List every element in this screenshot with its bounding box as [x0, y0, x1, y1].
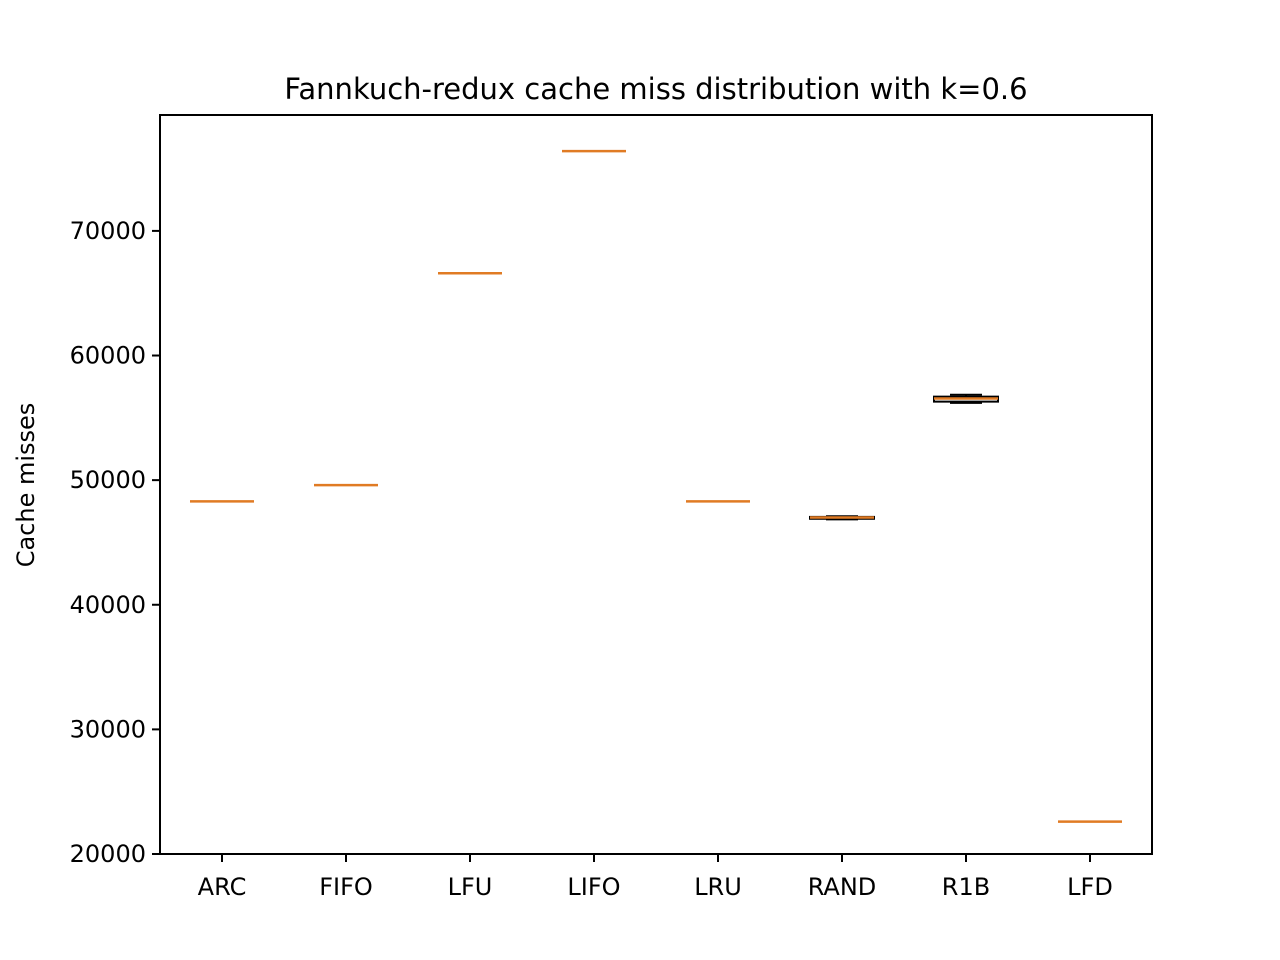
y-axis-label: Cache misses	[12, 403, 40, 568]
x-tick-label: LFU	[448, 873, 493, 901]
x-tick-label: LIFO	[567, 873, 620, 901]
y-tick-label: 70000	[70, 217, 146, 245]
x-tick-label: RAND	[808, 873, 877, 901]
boxes-layer	[190, 149, 1122, 823]
y-tick-label: 30000	[70, 715, 146, 743]
y-tick-label: 40000	[70, 591, 146, 619]
x-tick-label: LRU	[694, 873, 742, 901]
y-axis-ticks: 20000 30000 40000 50000 60000 70000	[70, 217, 160, 868]
chart-title: Fannkuch-redux cache miss distribution w…	[284, 72, 1027, 106]
x-tick-label: LFD	[1067, 873, 1113, 901]
x-tick-label: ARC	[198, 873, 247, 901]
x-tick-label: R1B	[942, 873, 990, 901]
y-tick-label: 60000	[70, 342, 146, 370]
y-tick-label: 20000	[70, 840, 146, 868]
x-axis-ticks: ARC FIFO LFU LIFO LRU RAND R1B LFD	[198, 854, 1113, 901]
box-r1b	[933, 393, 999, 404]
box-rand	[809, 515, 875, 521]
plot-frame	[159, 114, 1153, 855]
y-tick-label: 50000	[70, 466, 146, 494]
x-tick-label: FIFO	[319, 873, 373, 901]
